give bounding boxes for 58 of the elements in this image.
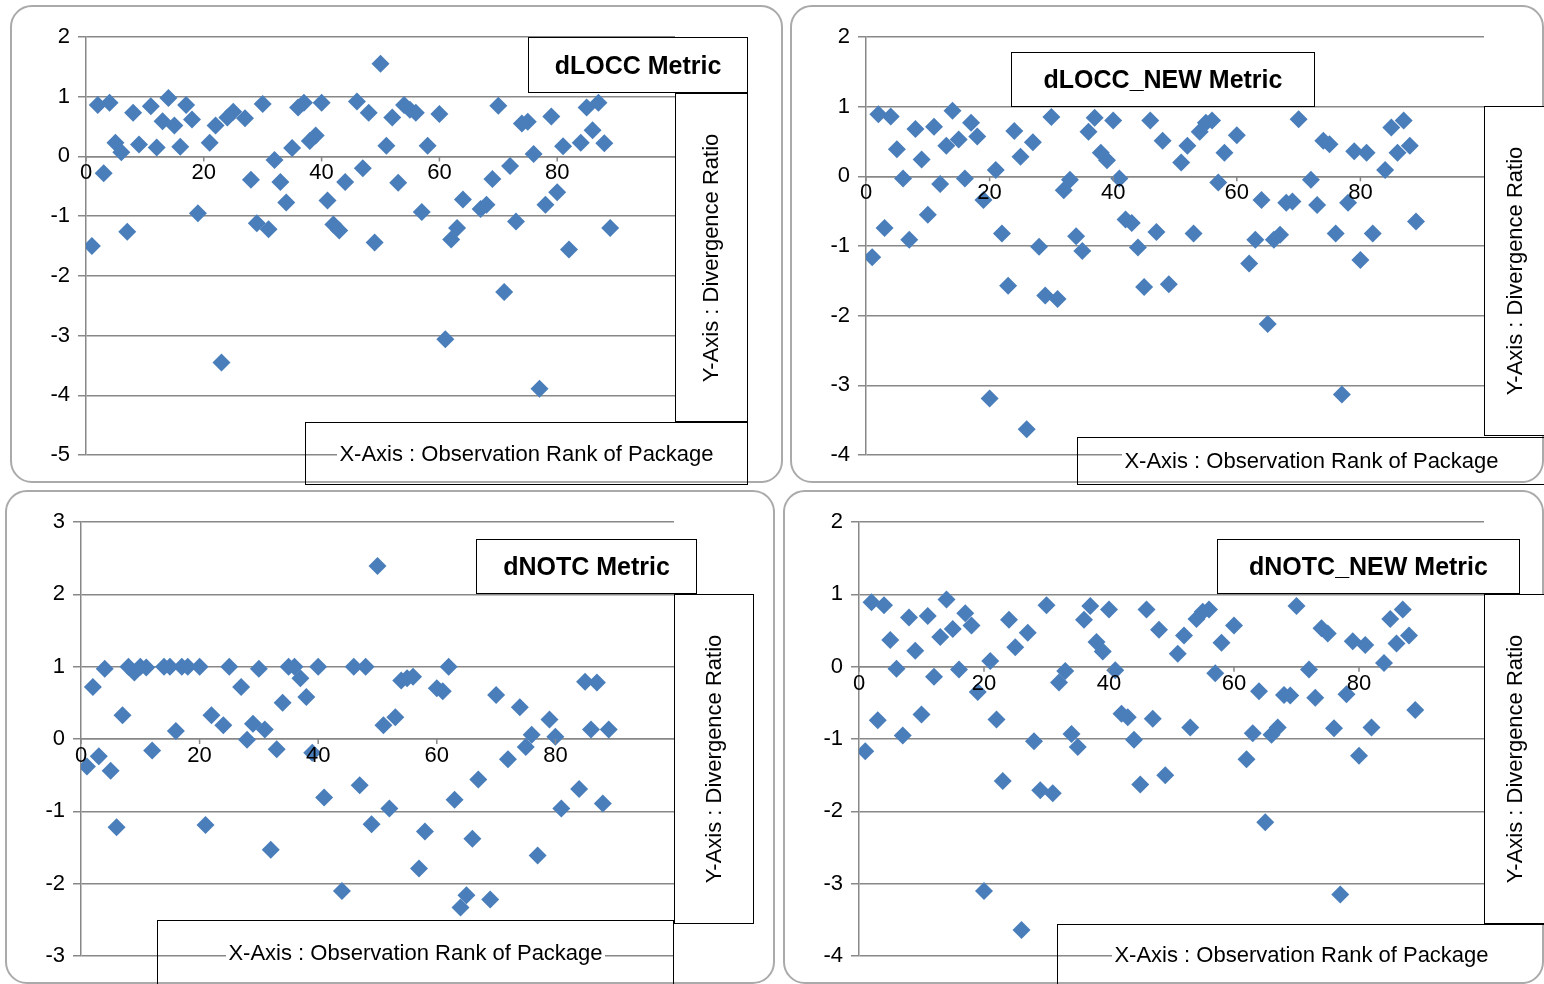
- y-tick-label: -1: [45, 797, 65, 823]
- text: dLOCC Metric: [528, 37, 748, 93]
- x-tick-label: 0: [74, 742, 88, 768]
- y-tick-label: -3: [823, 869, 843, 895]
- y-tick-label: 2: [57, 23, 70, 49]
- y-tick-label: 1: [57, 82, 70, 108]
- y-tick-label: 2: [52, 580, 65, 606]
- text: dLOCC_NEW Metric: [1011, 52, 1315, 107]
- x-tick-label: 40: [1096, 669, 1122, 695]
- y-axis-title: Y-Axis : Divergence Ratio: [698, 133, 725, 382]
- x-axis-title: X-Axis : Observation Rank of Package: [226, 940, 605, 966]
- x-tick-label: 60: [427, 159, 452, 185]
- y-tick-label: -1: [823, 725, 843, 751]
- y-tick-label: -3: [830, 371, 850, 397]
- y-axis-title: Y-Axis : Divergence Ratio: [1502, 634, 1528, 884]
- y-tick-label: -3: [45, 942, 65, 968]
- x-tick-label: 40: [1100, 179, 1126, 205]
- x-tick-label: 60: [1224, 179, 1250, 205]
- x-tick-label: 20: [977, 179, 1002, 205]
- y-tick-label: -2: [45, 869, 65, 895]
- text: dNOTC_NEW Metric: [1217, 539, 1520, 594]
- x-tick-label: 80: [543, 742, 568, 768]
- x-tick-label: 80: [544, 159, 570, 185]
- x-tick-label: 20: [191, 159, 217, 185]
- x-tick-label: 40: [309, 159, 334, 185]
- y-tick-label: -2: [50, 261, 70, 287]
- y-tick-label: 2: [830, 508, 843, 534]
- y-tick-label: -2: [830, 301, 850, 327]
- x-axis-title: X-Axis : Observation Rank of Package: [1122, 448, 1501, 474]
- x-tick-label: 80: [1346, 669, 1372, 695]
- x-tick-label: 60: [1221, 669, 1247, 695]
- x-axis-title: X-Axis : Observation Rank of Package: [337, 440, 716, 467]
- y-tick-label: 0: [830, 652, 843, 678]
- y-tick-label: -3: [50, 321, 70, 347]
- x-tick-label: 60: [424, 742, 450, 768]
- x-tick-label: 20: [187, 742, 212, 768]
- y-tick-label: -4: [830, 441, 850, 467]
- x-tick-label: 0: [79, 159, 93, 185]
- y-tick-label: -1: [830, 232, 850, 258]
- y-tick-label: 1: [830, 580, 843, 606]
- y-tick-label: -2: [823, 797, 843, 823]
- y-tick-label: 1: [837, 92, 850, 118]
- x-axis-title: X-Axis : Observation Rank of Package: [1112, 942, 1491, 968]
- y-axis-title: Y-Axis : Divergence Ratio: [1502, 146, 1528, 396]
- y-tick-label: -1: [50, 202, 70, 228]
- y-tick-label: 0: [52, 725, 65, 751]
- x-tick-label: 80: [1348, 179, 1373, 205]
- y-axis-title: Y-Axis : Divergence Ratio: [701, 634, 727, 884]
- x-tick-label: 20: [971, 669, 997, 695]
- y-tick-label: 2: [837, 23, 850, 49]
- y-tick-label: -4: [50, 381, 70, 407]
- y-tick-label: 0: [57, 142, 70, 168]
- y-tick-label: -4: [823, 942, 843, 968]
- y-tick-label: -5: [50, 441, 70, 467]
- y-tick-label: 3: [52, 508, 65, 534]
- text: dNOTC Metric: [476, 539, 697, 594]
- y-tick-label: 1: [52, 652, 65, 678]
- x-tick-label: 0: [859, 179, 873, 205]
